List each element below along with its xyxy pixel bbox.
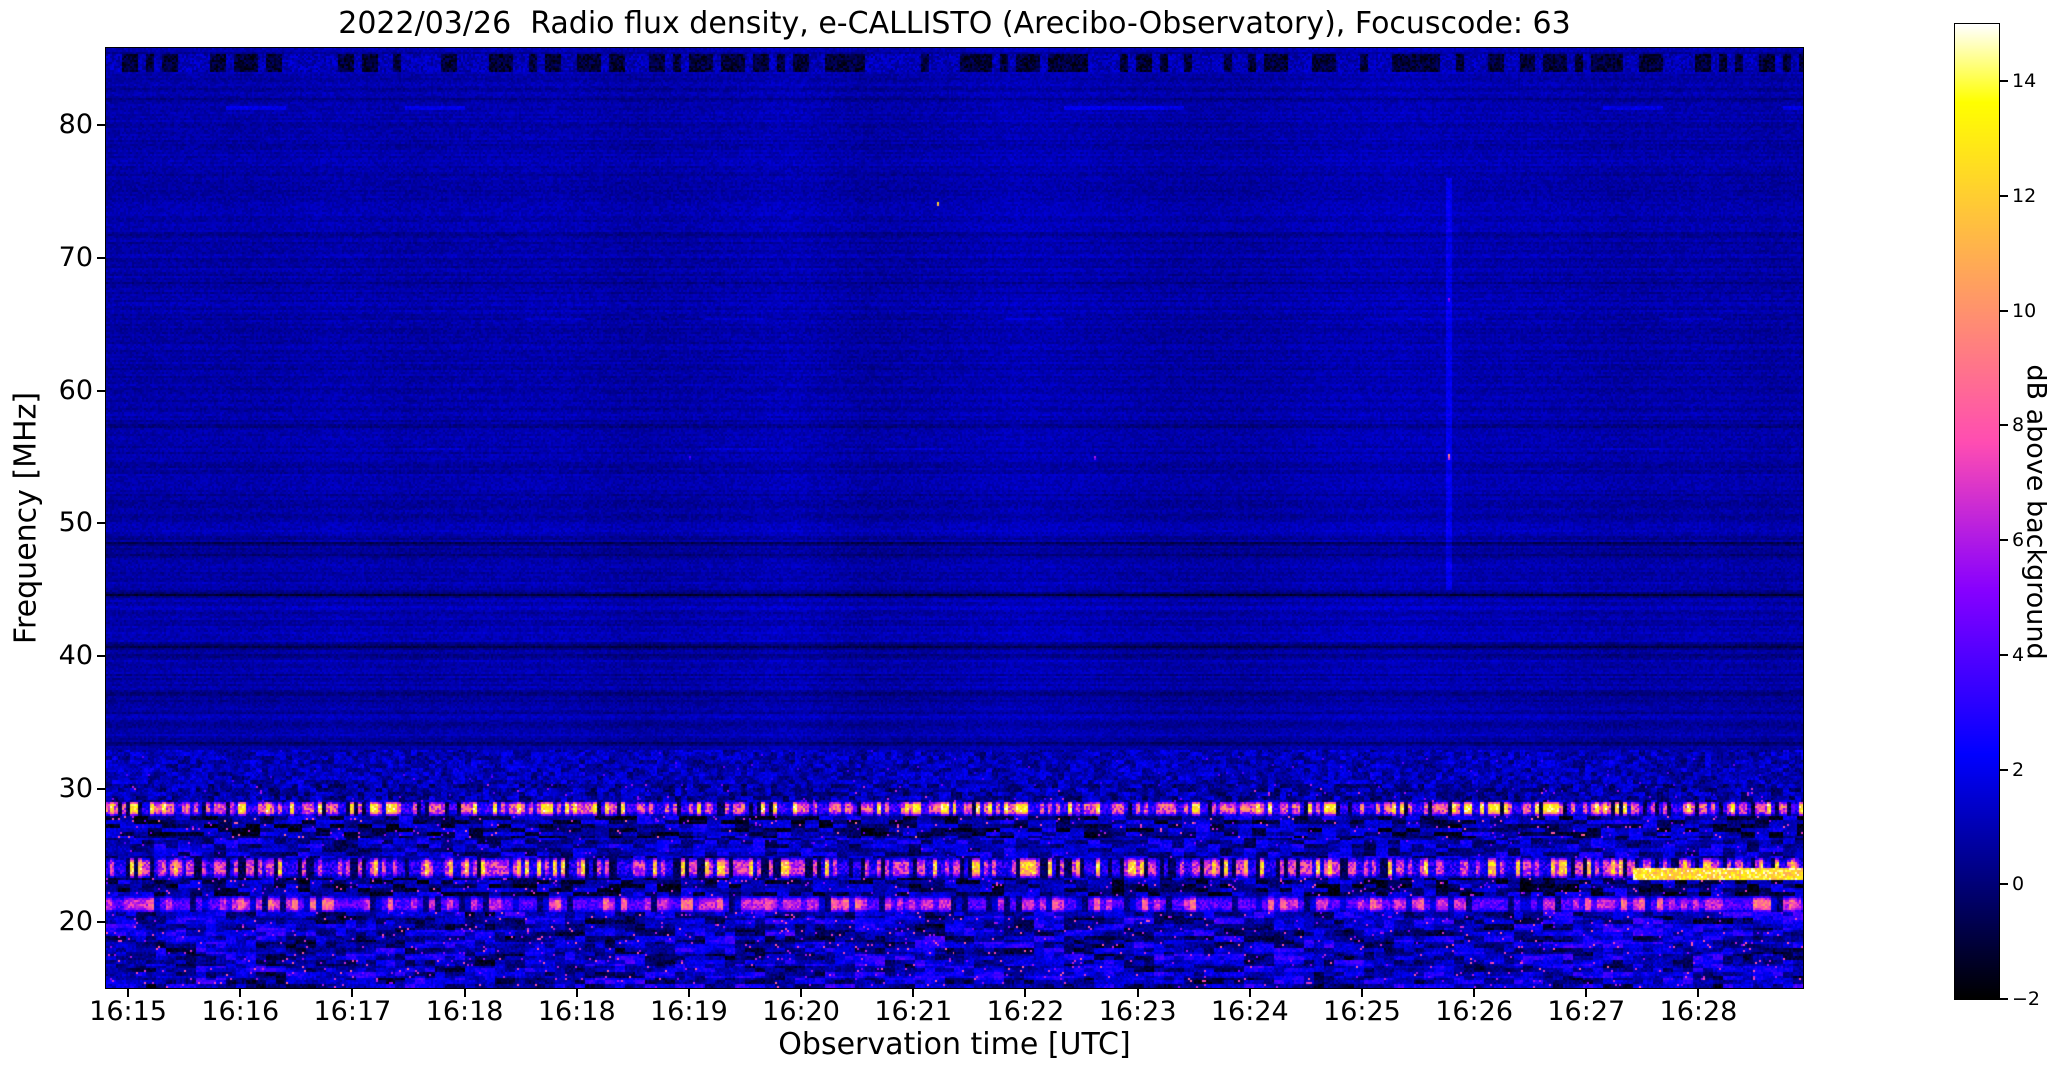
colorbar-tick-mark xyxy=(2000,80,2008,83)
y-tick-label: 30 xyxy=(58,772,93,804)
x-tick-label: 16:23 xyxy=(1098,996,1177,1027)
colorbar-tick-mark xyxy=(2000,195,2008,198)
x-tick-mark xyxy=(239,989,242,997)
x-axis-label: Observation time [UTC] xyxy=(778,1027,1131,1062)
x-tick-mark xyxy=(800,989,803,997)
x-tick-mark xyxy=(351,989,354,997)
x-tick-label: 16:21 xyxy=(874,996,953,1027)
y-tick-label: 80 xyxy=(58,109,93,140)
y-tick-mark xyxy=(97,522,105,525)
x-tick-mark xyxy=(1136,989,1139,997)
colorbar-tick-label: 10 xyxy=(2012,299,2037,322)
x-tick-label: 16:17 xyxy=(313,996,392,1027)
x-tick-mark xyxy=(127,989,130,997)
x-tick-mark xyxy=(1473,989,1476,997)
x-tick-label: 16:25 xyxy=(1323,996,1401,1027)
colorbar-tick-mark xyxy=(2000,768,2008,771)
x-tick-label: 16:18 xyxy=(537,996,616,1027)
x-tick-mark xyxy=(1248,989,1251,997)
x-tick-mark xyxy=(1697,989,1700,997)
x-tick-mark xyxy=(1585,989,1588,997)
y-tick-label: 40 xyxy=(58,640,93,672)
x-tick-mark xyxy=(575,989,578,997)
x-tick-mark xyxy=(1024,989,1027,997)
y-tick-mark xyxy=(97,256,105,259)
colorbar-tick-mark xyxy=(2000,653,2008,656)
y-tick-mark xyxy=(97,124,105,126)
x-tick-label: 16:22 xyxy=(986,996,1065,1027)
x-tick-label: 16:24 xyxy=(1210,996,1289,1027)
x-tick-mark xyxy=(687,989,690,997)
colorbar-tick-label: 12 xyxy=(2012,185,2037,208)
y-tick-label: 20 xyxy=(58,905,93,937)
colorbar-tick-label: −2 xyxy=(2012,988,2041,1010)
colorbar-tick-label: 14 xyxy=(2012,70,2037,93)
colorbar-tick-mark xyxy=(2000,883,2008,886)
y-tick-mark xyxy=(97,787,105,790)
y-tick-mark xyxy=(97,389,105,392)
colorbar-tick-mark xyxy=(2000,998,2008,1000)
x-tick-label: 16:27 xyxy=(1547,996,1626,1027)
y-tick-mark xyxy=(97,655,105,658)
colorbar-tick-mark xyxy=(2000,539,2008,542)
y-axis-label: Frequency [MHz] xyxy=(8,391,44,645)
x-tick-label: 16:19 xyxy=(650,996,728,1027)
x-tick-label: 16:28 xyxy=(1659,996,1738,1027)
colorbar-tick-mark xyxy=(2000,424,2008,427)
colorbar-tick-mark xyxy=(2000,309,2008,312)
x-tick-label: 16:15 xyxy=(89,996,167,1027)
colorbar-label: dB above background xyxy=(2020,364,2047,660)
x-tick-mark xyxy=(463,989,466,997)
y-tick-label: 70 xyxy=(58,241,93,273)
colorbar-tick-label: 0 xyxy=(2012,873,2025,896)
x-tick-mark xyxy=(912,989,915,997)
colorbar xyxy=(1954,23,2000,1000)
x-tick-label: 16:18 xyxy=(425,996,504,1027)
spectrogram-heatmap xyxy=(105,47,1804,989)
colorbar-tick-label: 2 xyxy=(2012,758,2025,781)
x-tick-label: 16:16 xyxy=(201,996,280,1027)
x-tick-label: 16:26 xyxy=(1435,996,1514,1027)
chart-title: 2022/03/26 Radio flux density, e-CALLIST… xyxy=(338,6,1571,41)
x-tick-label: 16:20 xyxy=(762,996,840,1027)
x-tick-mark xyxy=(1360,989,1363,997)
y-tick-mark xyxy=(97,920,105,923)
